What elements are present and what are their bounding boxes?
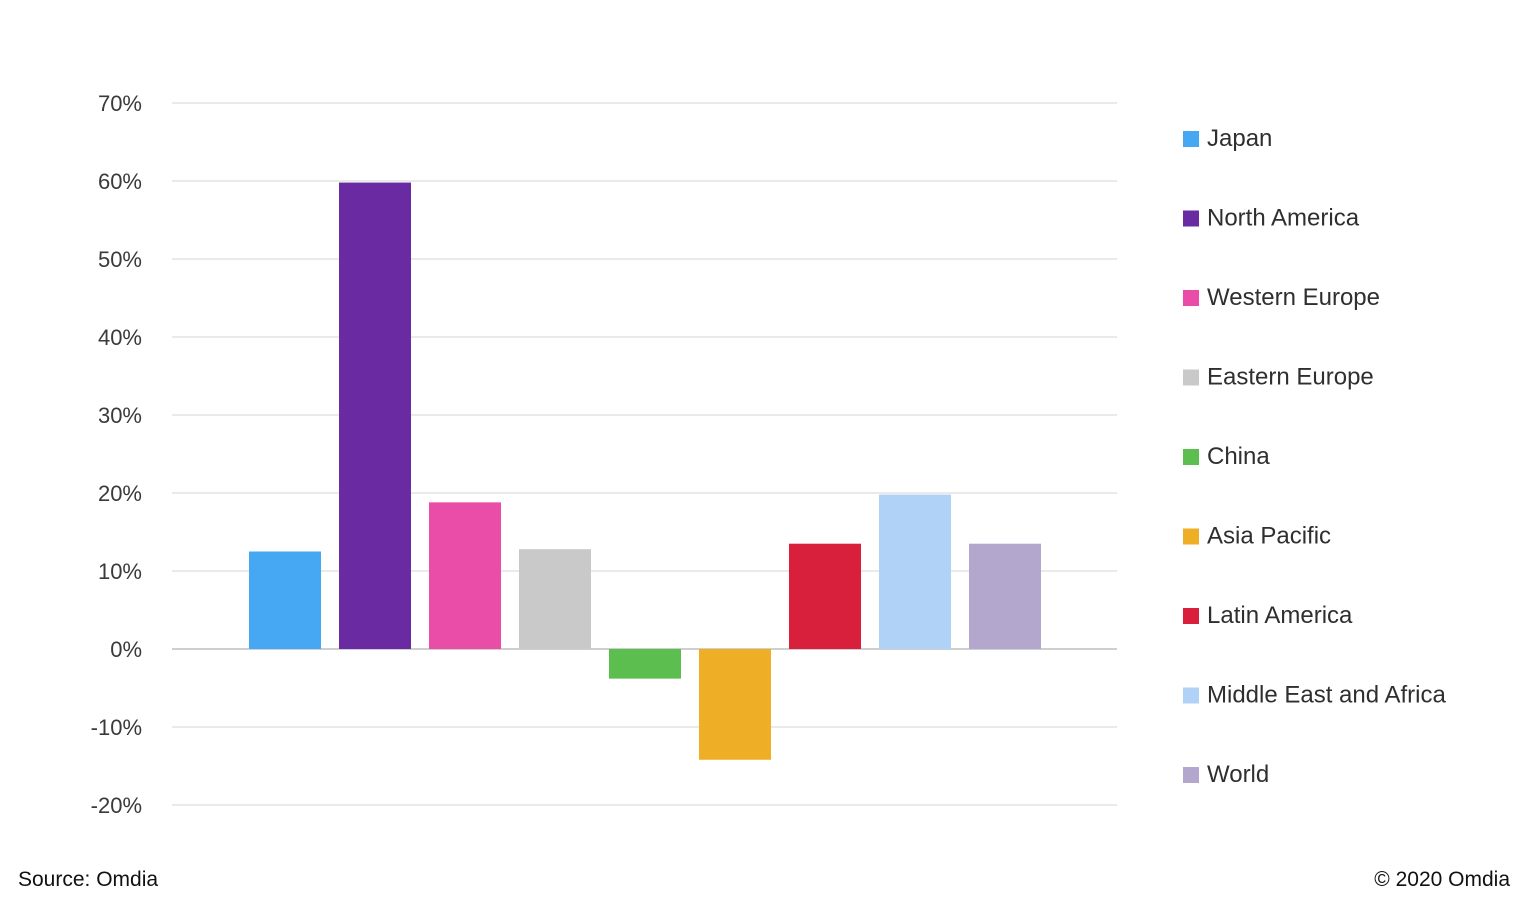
legend-item: Latin America xyxy=(1183,602,1353,629)
legend-item: Middle East and Africa xyxy=(1183,682,1446,709)
source-label: Source: Omdia xyxy=(18,868,159,891)
legend-item: Western Europe xyxy=(1183,284,1380,311)
y-tick-label: -20% xyxy=(91,793,142,818)
y-tick-label: 20% xyxy=(98,481,142,506)
legend-label: World xyxy=(1207,761,1269,788)
legend-swatch xyxy=(1183,528,1199,545)
y-tick-label: 70% xyxy=(98,91,142,116)
legend-swatch xyxy=(1183,210,1199,227)
bar-north-america xyxy=(339,182,411,649)
legend-label: Eastern Europe xyxy=(1207,364,1374,391)
y-tick-label: 10% xyxy=(98,559,142,584)
legend-swatch xyxy=(1183,449,1199,465)
legend-item: Japan xyxy=(1183,125,1272,152)
legend-item: Eastern Europe xyxy=(1183,364,1374,391)
legend-label: Western Europe xyxy=(1207,284,1380,311)
legend-item: World xyxy=(1183,761,1269,788)
legend-swatch xyxy=(1183,687,1199,704)
bar-asia-pacific xyxy=(699,649,771,760)
legend-label: Asia Pacific xyxy=(1207,523,1331,550)
legend-label: China xyxy=(1207,443,1270,470)
legend-swatch xyxy=(1183,767,1199,783)
y-tick-label: 60% xyxy=(98,169,142,194)
legend-label: Middle East and Africa xyxy=(1207,682,1446,709)
y-tick-label: 30% xyxy=(98,403,142,428)
legend-label: Japan xyxy=(1207,125,1272,152)
legend-swatch xyxy=(1183,131,1199,147)
legend-item: Asia Pacific xyxy=(1183,523,1331,550)
y-tick-label: -10% xyxy=(91,715,142,740)
legend-item: China xyxy=(1183,443,1270,470)
y-tick-label: 50% xyxy=(98,247,142,272)
bar-world xyxy=(969,543,1041,649)
bars xyxy=(249,182,1041,760)
bar-middle-east-and-africa xyxy=(879,494,951,649)
gridlines xyxy=(172,102,1117,806)
legend: Japan North America Western Europe Eastern … xyxy=(1183,125,1446,788)
bar-china xyxy=(609,649,681,679)
bar-eastern-europe xyxy=(519,549,591,649)
y-axis-ticks: 70% 60% 50% 40% 30% 20% 10% 0% -10% -20% xyxy=(91,91,142,818)
bar-western-europe xyxy=(429,502,501,649)
bar-latin-america xyxy=(789,543,861,649)
legend-swatch xyxy=(1183,608,1199,624)
legend-label: North America xyxy=(1207,205,1360,232)
legend-swatch xyxy=(1183,290,1199,306)
y-tick-label: 40% xyxy=(98,325,142,350)
copyright-label: © 2020 Omdia xyxy=(1374,868,1510,891)
bar-japan xyxy=(249,551,321,649)
y-tick-label: 0% xyxy=(110,637,142,662)
legend-label: Latin America xyxy=(1207,602,1353,629)
legend-swatch xyxy=(1183,369,1199,386)
legend-item: North America xyxy=(1183,205,1360,232)
